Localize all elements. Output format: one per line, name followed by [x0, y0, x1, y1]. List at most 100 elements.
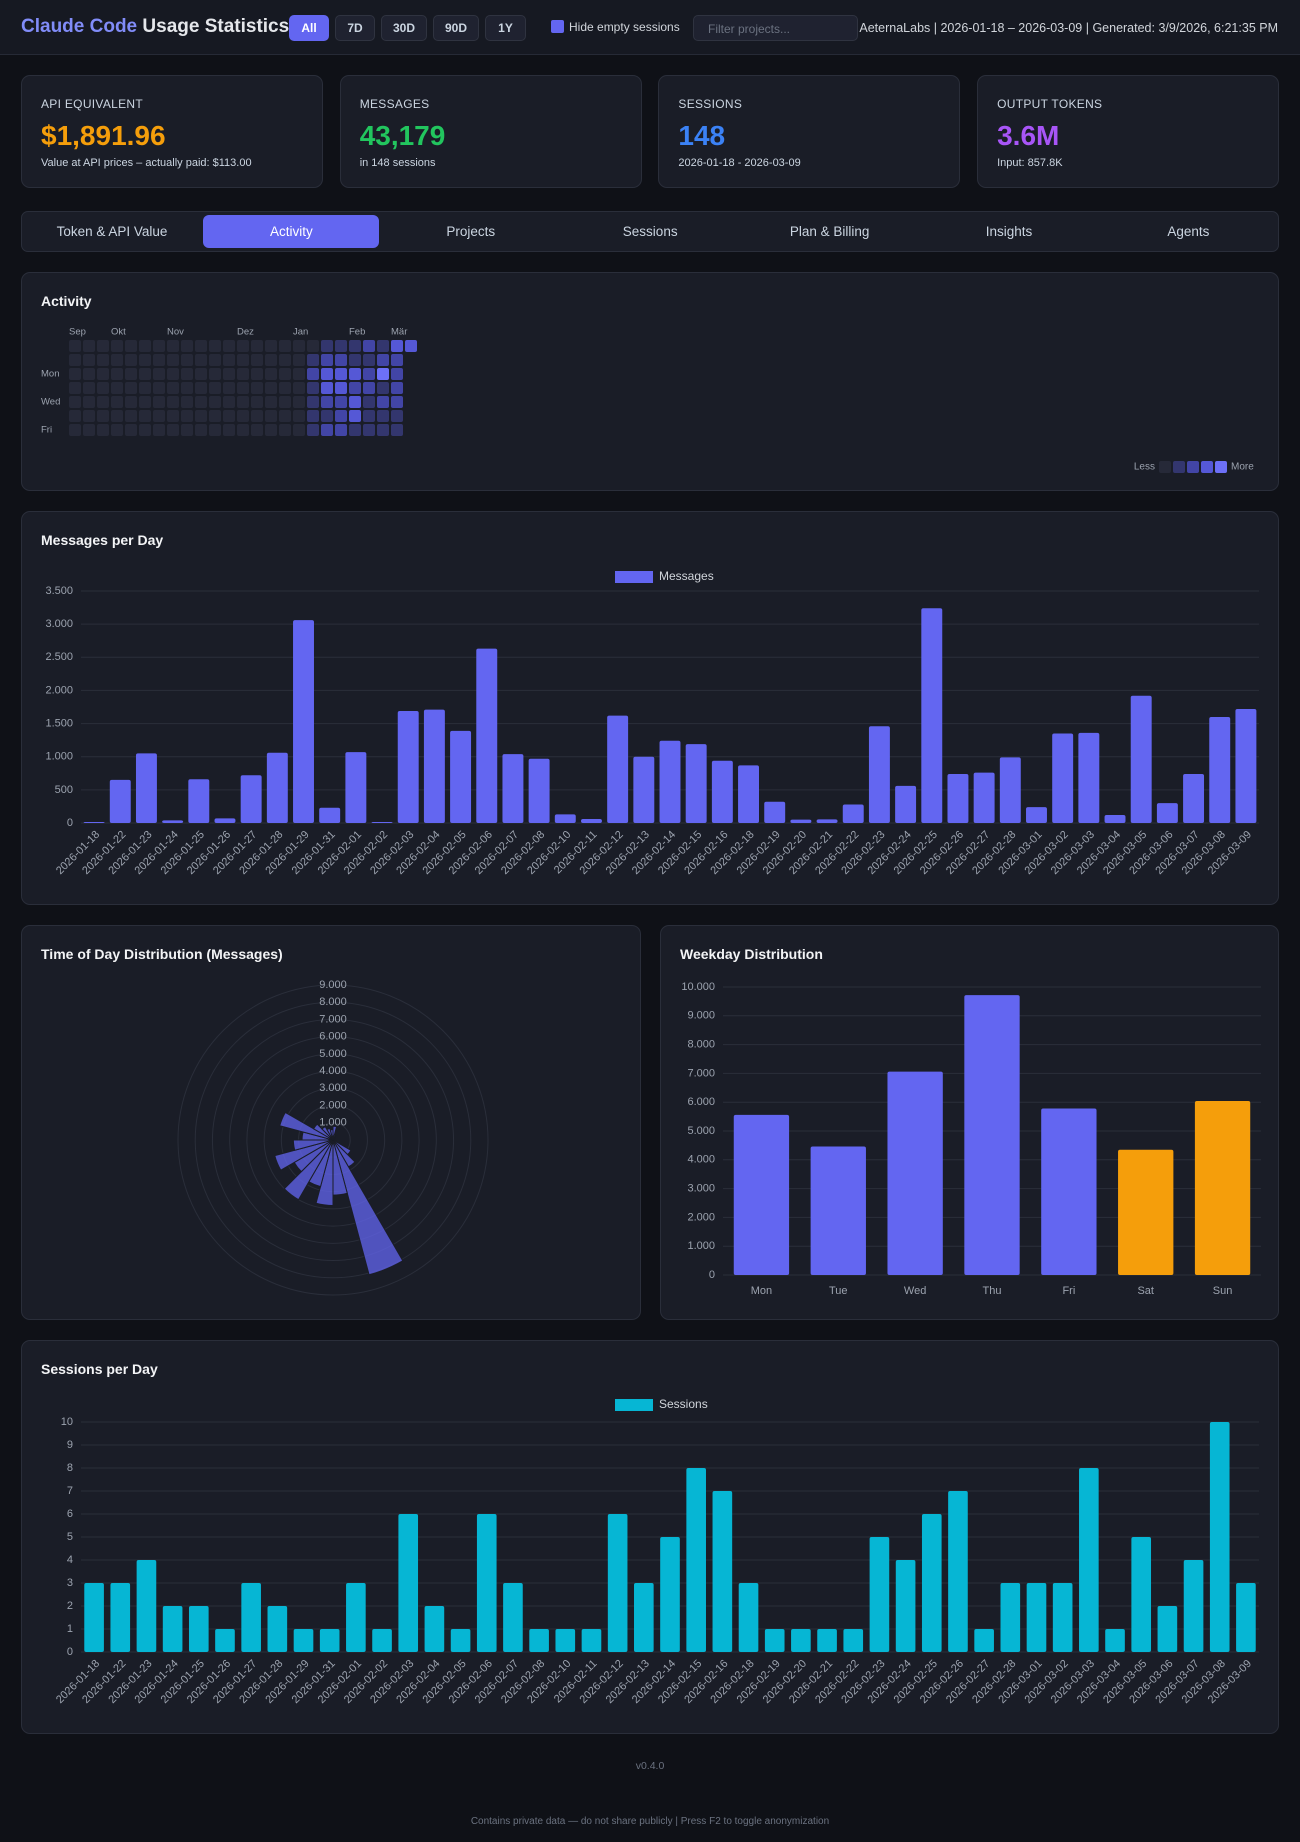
- meta: AeternaLabs | 2026-01-18 – 2026-03-09 | …: [859, 21, 1278, 35]
- grid-ring: [194, 1001, 472, 1279]
- heatmap-cell: [209, 396, 221, 408]
- heatmap-cell: [293, 410, 305, 422]
- y-tick-label: 1.000: [687, 1240, 715, 1252]
- bar: [964, 995, 1020, 1275]
- legend-swatch: [1187, 461, 1199, 473]
- day-label: Wed: [41, 397, 60, 408]
- tab[interactable]: Projects: [446, 224, 496, 239]
- heatmap-cell: [293, 382, 305, 394]
- heatmap-cell: [391, 340, 403, 352]
- stat-value: 43,179: [359, 120, 446, 151]
- heatmap-cell: [321, 424, 333, 436]
- bar: [660, 1537, 680, 1652]
- heatmap-cell: [265, 354, 277, 366]
- heatmap-cell: [167, 368, 179, 380]
- heatmap-cell: [223, 354, 235, 366]
- heatmap-cell: [279, 410, 291, 422]
- grid-ring: [263, 1070, 403, 1210]
- bar: [319, 807, 341, 823]
- bar: [738, 765, 760, 823]
- heatmap-cell: [223, 424, 235, 436]
- heatmap-cell: [139, 368, 151, 380]
- heatmap-cell: [223, 396, 235, 408]
- heatmap-cell: [405, 340, 417, 352]
- time-panel: Time of Day Distribution (Messages) 1.00…: [21, 925, 641, 1320]
- stat-card: API EQUIVALENT $1,891.96 Value at API pric…: [21, 75, 323, 188]
- range-button[interactable]: 30D: [381, 15, 427, 41]
- y-tick-label: 6: [67, 1508, 73, 1520]
- tab[interactable]: Sessions: [622, 224, 678, 239]
- heatmap-cell: [265, 396, 277, 408]
- legend-swatch: [1201, 461, 1213, 473]
- bar: [634, 1583, 654, 1652]
- x-tick-label: Fri: [1062, 1285, 1075, 1297]
- bar: [215, 1629, 235, 1652]
- bar: [686, 1468, 706, 1652]
- heatmap-cell: [111, 354, 123, 366]
- heatmap-cell: [97, 410, 109, 422]
- bar: [810, 1146, 866, 1275]
- range-button[interactable]: 1Y: [485, 15, 526, 41]
- app-title: Claude Code Usage Statistics: [21, 16, 289, 38]
- tab[interactable]: Activity: [203, 215, 380, 248]
- heatmap-cell: [181, 340, 193, 352]
- r-tick-label: 5.000: [319, 1048, 347, 1060]
- stat-sub: Input: 857.8K: [997, 157, 1063, 169]
- tab[interactable]: Token & API Value: [56, 224, 168, 239]
- heatmap-cell: [377, 382, 389, 394]
- r-tick-label: 8.000: [319, 996, 347, 1008]
- bar: [476, 1514, 497, 1652]
- range-button[interactable]: 90D: [433, 15, 479, 41]
- y-tick-label: 6.000: [687, 1096, 715, 1108]
- heatmap-cell: [69, 354, 81, 366]
- range-button[interactable]: All: [289, 15, 329, 41]
- heatmap-cell: [167, 424, 179, 436]
- range-button[interactable]: 7D: [335, 15, 375, 41]
- tab[interactable]: Agents: [1167, 224, 1210, 239]
- r-tick-label: 7.000: [319, 1013, 347, 1025]
- bar: [1052, 733, 1074, 823]
- heatmap-cell: [125, 354, 137, 366]
- x-tick-label: Sun: [1213, 1285, 1233, 1297]
- checkbox-label[interactable]: Hide empty sessions: [569, 20, 680, 34]
- bar: [1026, 1583, 1047, 1652]
- heatmap-cell: [391, 368, 403, 380]
- heatmap-cell: [153, 410, 165, 422]
- tab[interactable]: Plan & Billing: [789, 224, 870, 239]
- bar: [555, 1629, 576, 1652]
- heatmap-cell: [181, 396, 193, 408]
- y-tick-label: 2.000: [687, 1211, 715, 1223]
- bar: [764, 1629, 785, 1652]
- r-tick-label: 6.000: [319, 1031, 347, 1043]
- heatmap-cell: [363, 424, 375, 436]
- tab[interactable]: Insights: [985, 224, 1033, 239]
- heatmap-cell: [223, 340, 235, 352]
- legend-swatch: [615, 1399, 653, 1411]
- day-label: Fri: [41, 425, 52, 436]
- heatmap-cell: [139, 354, 151, 366]
- panel-title: Messages per Day: [41, 532, 164, 548]
- checkbox[interactable]: [551, 20, 564, 33]
- bar: [895, 785, 917, 823]
- footer-note: Contains private data — do not share pub…: [470, 1816, 830, 1827]
- bar: [790, 819, 812, 823]
- heatmap-cell: [251, 382, 263, 394]
- heatmap-cell: [279, 424, 291, 436]
- y-tick-label: 3.000: [687, 1183, 715, 1195]
- bar: [109, 779, 131, 823]
- bar: [973, 772, 995, 823]
- month-label: Sep: [69, 327, 86, 338]
- bar: [633, 756, 655, 823]
- chart: 1.000 2.000 3.000 4.000 5.000 6.000 7.000 8.000…: [177, 979, 489, 1296]
- y-tick-label: 1: [67, 1623, 73, 1635]
- filter-input[interactable]: Filter projects...: [693, 15, 858, 41]
- y-tick-label: 0: [67, 1646, 73, 1658]
- heatmap-cell: [83, 368, 95, 380]
- panel-title: Activity: [41, 293, 92, 309]
- bar: [1235, 708, 1257, 823]
- heatmap-cell: [251, 354, 263, 366]
- bar: [711, 760, 733, 823]
- heatmap-cell: [195, 368, 207, 380]
- heatmap-cell: [307, 410, 319, 422]
- heatmap-cell: [139, 410, 151, 422]
